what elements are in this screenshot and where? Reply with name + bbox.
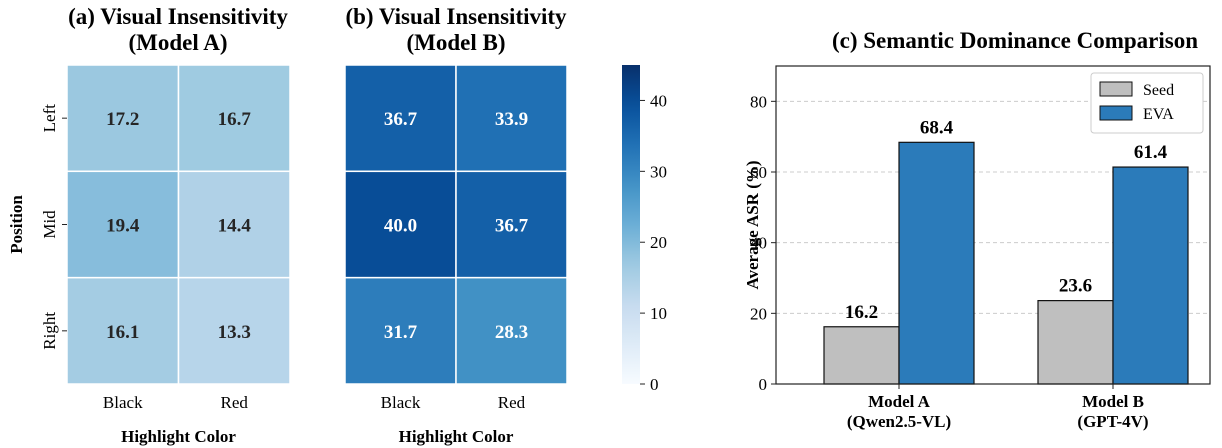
colorbar-tick-label: 0 [650, 375, 659, 394]
cell-value: 16.7 [218, 109, 252, 130]
bar-value-label: 16.2 [845, 302, 878, 323]
bar-value-label: 61.4 [1134, 142, 1168, 163]
x-tick-label: Model B [1082, 392, 1144, 411]
heatmap-b-title-line: (b) Visual Insensitivity [345, 4, 567, 29]
cell-value: 19.4 [106, 216, 140, 237]
heatmap-a-title-line: (Model A) [128, 30, 227, 55]
heatmap-cell [177, 276, 291, 385]
y-tick-label: 60 [750, 163, 767, 182]
x-tick-label: Black [103, 393, 143, 412]
legend-label: EVA [1143, 106, 1174, 123]
y-tick-label: 80 [750, 92, 767, 111]
colorbar [622, 65, 640, 384]
heatmap-cell [66, 170, 180, 279]
bar-eva [898, 141, 975, 385]
cell-value: 36.7 [495, 216, 529, 237]
y-axis-label: Position [7, 195, 26, 254]
colorbar-tick-label: 40 [650, 91, 667, 110]
x-axis-label: Highlight Color [121, 427, 236, 446]
heatmap-cell [344, 276, 457, 385]
y-tick-label: 40 [750, 234, 767, 253]
cell-value: 17.2 [106, 109, 139, 130]
x-tick-label: Model A [868, 392, 931, 411]
x-tick-label: (GPT-4V) [1077, 412, 1148, 431]
colorbar-tick-label: 30 [650, 162, 667, 181]
heatmap-cell [344, 64, 457, 173]
cell-value: 31.7 [384, 322, 418, 343]
cell-value: 14.4 [218, 216, 252, 237]
y-tick-label: 0 [759, 375, 768, 394]
cell-value: 36.7 [384, 109, 418, 130]
heatmap-b-title-line: (Model B) [406, 30, 505, 55]
x-tick-label: Red [498, 393, 526, 412]
x-tick-label: (Qwen2.5-VL) [847, 412, 951, 431]
legend-swatch-seed [1099, 81, 1133, 97]
colorbar-tick-label: 10 [650, 304, 667, 323]
cell-value: 28.3 [495, 322, 528, 343]
bar-seed [823, 326, 900, 385]
cell-value: 13.3 [218, 322, 251, 343]
colorbar-tick-label: 20 [650, 233, 667, 252]
y-tick-label: Left [40, 104, 59, 133]
y-tick-label: Right [40, 312, 59, 350]
heatmap-cell [455, 64, 568, 173]
bar-eva [1112, 166, 1189, 385]
heatmap-cell [344, 170, 457, 279]
plot-frame [775, 65, 1211, 385]
heatmap-a-title-line: (a) Visual Insensitivity [68, 4, 288, 29]
x-axis-label: Highlight Color [399, 427, 514, 446]
y-tick-label: Mid [40, 210, 59, 239]
cell-value: 16.1 [106, 322, 139, 343]
legend-swatch-eva [1099, 105, 1133, 121]
x-tick-label: Red [221, 393, 249, 412]
y-axis-label: Average ASR (%) [743, 160, 762, 289]
cell-value: 33.9 [495, 109, 528, 130]
heatmap-cell [455, 170, 568, 279]
cell-value: 40.0 [384, 216, 417, 237]
y-tick-label: 20 [750, 304, 767, 323]
heatmap-cell [177, 64, 291, 173]
heatmap-cell [66, 64, 180, 173]
legend-label: Seed [1143, 82, 1174, 99]
heatmap-cell [455, 276, 568, 385]
heatmap-cell [66, 276, 180, 385]
bar-value-label: 23.6 [1059, 276, 1092, 297]
bar-seed [1037, 300, 1114, 385]
bar-chart-title: (c) Semantic Dominance Comparison [832, 28, 1198, 53]
heatmap-cell [177, 170, 291, 279]
bar-value-label: 68.4 [920, 117, 954, 138]
x-tick-label: Black [381, 393, 421, 412]
